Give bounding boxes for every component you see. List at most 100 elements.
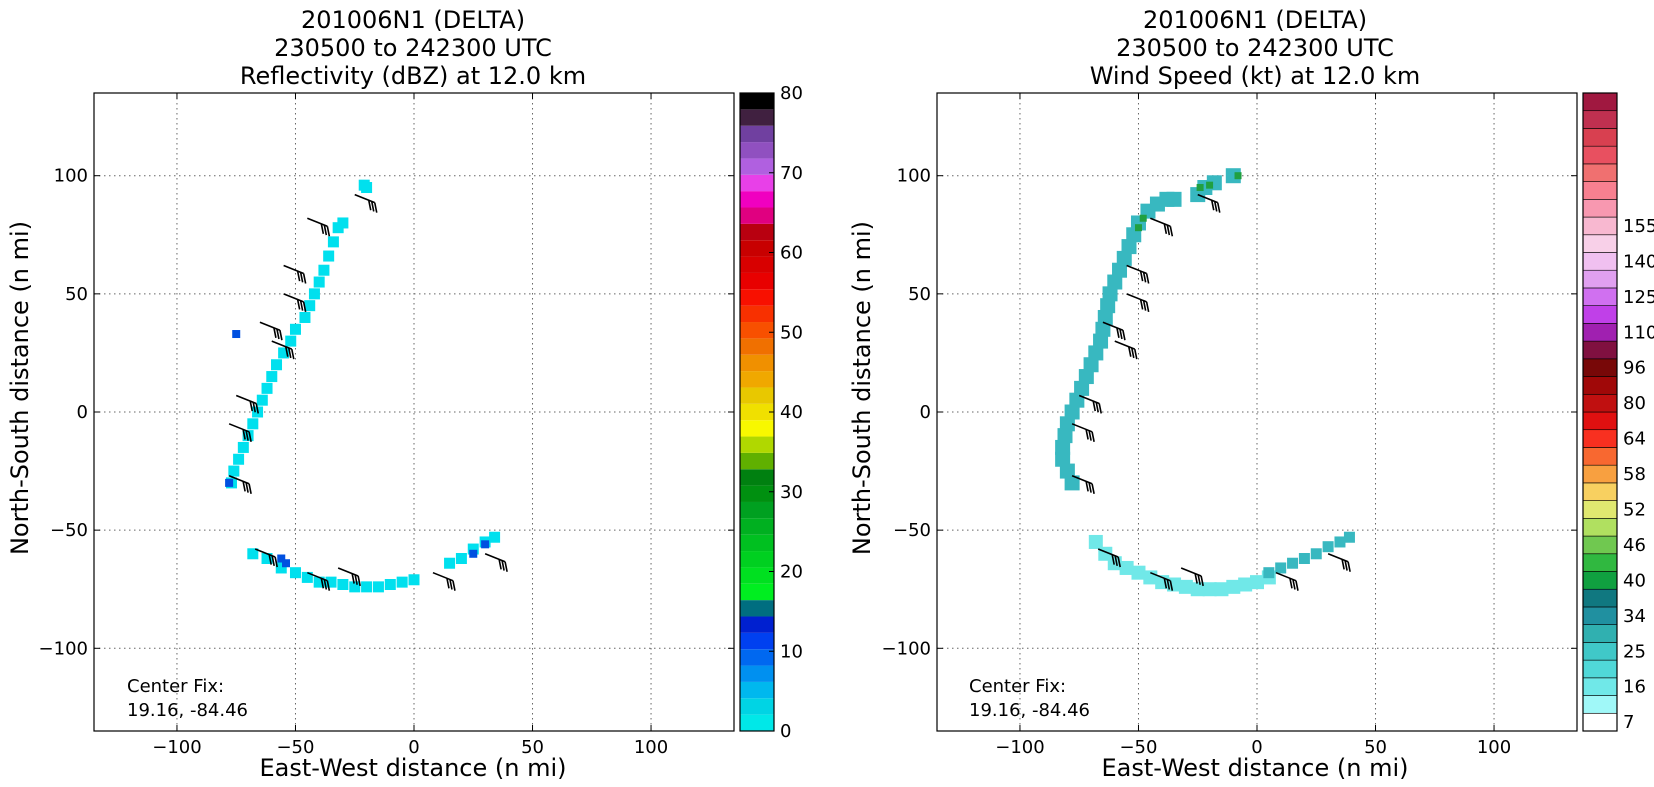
wind-barb-staff: [1126, 264, 1147, 275]
wind-barb-staff: [484, 553, 506, 563]
colorbar-bin: [1582, 411, 1618, 431]
colorbar-frame: [1582, 92, 1618, 732]
wind-barb-flag: [1169, 580, 1174, 591]
reflectivity-cell: [467, 543, 479, 555]
colorbar-bin: [1582, 358, 1618, 377]
wind-barb-staff: [1150, 217, 1171, 227]
wind-speed-cell: [1059, 416, 1075, 432]
wind-barb: [1097, 548, 1121, 568]
y-tick-label: −50: [893, 520, 931, 541]
wind-barb: [283, 293, 307, 313]
wind-barb-flag: [1142, 272, 1147, 283]
wind-barb-flag: [1091, 483, 1095, 494]
x-tick-label: −50: [1119, 737, 1157, 758]
x-tick-label: 50: [1364, 737, 1387, 758]
wind-barb: [337, 567, 361, 587]
colorbar-tick-label: 20: [780, 562, 803, 583]
reflectivity-cell-high: [469, 549, 478, 558]
wind-barb-flag: [446, 578, 450, 589]
wind-barb-flag: [1169, 226, 1174, 237]
center-fix-label: Center Fix:: [969, 676, 1066, 697]
wind-barb-flag: [296, 299, 301, 310]
colorbar-bin: [740, 698, 774, 715]
wind-barb-flag: [274, 556, 278, 568]
wind-barb-flag: [1166, 224, 1171, 236]
wind-barb: [228, 423, 252, 442]
center-fix-value: 19.16, -84.46: [127, 700, 248, 721]
wind-speed-cell: [1166, 191, 1182, 207]
wind-speed-cell-high: [1134, 224, 1142, 232]
wind-barb: [1078, 394, 1103, 414]
y-tick-label: 50: [908, 284, 931, 305]
wind-barb: [1071, 475, 1095, 494]
wind-barb-flag: [1194, 573, 1198, 584]
reflectivity-cell: [308, 288, 320, 300]
wind-barb-staff: [228, 423, 250, 433]
wind-speed-cell: [1088, 345, 1104, 361]
colorbar-bin: [740, 665, 774, 682]
colorbar-bin: [740, 518, 774, 535]
y-tick-label: 0: [920, 402, 931, 423]
colorbar-bin: [740, 600, 774, 617]
reflectivity-cell: [275, 562, 287, 574]
colorbar-bin: [740, 403, 774, 421]
wind-barb-staff: [354, 193, 376, 204]
colorbar-bin: [740, 191, 774, 208]
colorbar-tick-label: 30: [780, 482, 803, 503]
colorbar-bin: [740, 322, 774, 339]
wind-barb-flag: [452, 580, 456, 591]
reflectivity-cell: [384, 578, 396, 590]
wind-barb-flag: [1133, 348, 1138, 360]
colorbar-tick-label: 52: [1623, 499, 1646, 520]
wind-barb-staff: [1114, 340, 1136, 350]
wind-barb: [1150, 571, 1174, 591]
panel-title-line-3: Reflectivity (dBZ) at 12.0 km: [240, 62, 586, 90]
colorbar-tick-label: 70: [780, 163, 803, 184]
wind-barb-flag: [1163, 578, 1168, 589]
y-tick-label: 100: [897, 166, 931, 187]
reflectivity-cell-high: [481, 540, 490, 549]
wind-speed-cell: [1310, 548, 1322, 560]
wind-barb: [228, 475, 252, 494]
colorbar-bin: [740, 338, 774, 355]
wind-speed-cell: [1116, 250, 1132, 266]
wind-barb-flag: [1085, 429, 1089, 440]
wind-speed-cell: [1074, 380, 1090, 396]
colorbar-bin: [740, 583, 774, 601]
wind-barb-flag: [1127, 346, 1132, 357]
wind-barb-flag: [242, 429, 246, 440]
colorbar-bin: [1582, 429, 1618, 448]
panel-title-line-3: Wind Speed (kt) at 12.0 km: [1090, 62, 1421, 90]
colorbar-bin: [1582, 305, 1618, 324]
colorbar-bin: [1582, 447, 1618, 466]
wind-speed-cell: [1343, 531, 1355, 543]
colorbar-tick-label: 80: [1623, 393, 1646, 414]
panel-title-line-2: 230500 to 242300 UTC: [1116, 34, 1394, 62]
reflectivity-panel: 201006N1 (DELTA) 230500 to 242300 UTC Re…: [6, 6, 803, 782]
reflectivity-cell: [299, 311, 311, 323]
colorbar-tick-label: 25: [1623, 641, 1646, 662]
wind-barb-flag: [302, 273, 307, 284]
panel-title-line-1: 201006N1 (DELTA): [1143, 6, 1367, 34]
colorbar-bin: [740, 240, 774, 257]
wind-barb-staff: [1327, 553, 1349, 563]
wind-barb-flag: [501, 560, 505, 571]
wind-barb-flag: [1119, 328, 1123, 340]
reflectivity-cell: [261, 382, 273, 394]
wind-speed-cell: [1214, 582, 1229, 597]
reflectivity-cell: [349, 581, 361, 593]
reflectivity-cell: [396, 576, 408, 588]
wind-speed-cell: [1202, 582, 1217, 597]
wind-barb: [1150, 217, 1174, 237]
wind-barb-flag: [1139, 270, 1144, 282]
wind-barb: [307, 571, 331, 591]
wind-barb-flag: [320, 578, 325, 589]
center-fix-label: Center Fix:: [127, 676, 224, 697]
x-tick-label: 50: [521, 737, 544, 758]
wind-speed-cell-high: [1206, 181, 1214, 189]
wind-barb-flag: [271, 555, 275, 567]
wind-barb: [1126, 264, 1150, 284]
colorbar-bin: [1582, 571, 1618, 590]
colorbar-bin: [1582, 145, 1618, 165]
wind-barb-staff: [1197, 193, 1219, 204]
